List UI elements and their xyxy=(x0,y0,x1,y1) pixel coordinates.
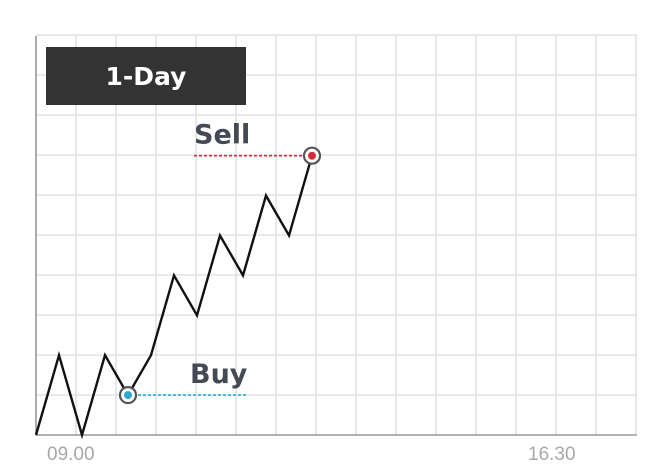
sell-marker-dot xyxy=(308,151,316,160)
buy-marker-dot xyxy=(124,391,132,400)
sell-label: Sell xyxy=(194,120,250,151)
period-badge: 1-Day xyxy=(46,47,246,105)
chart-annotations: Buy Sell xyxy=(118,120,322,405)
buy-label: Buy xyxy=(190,359,248,390)
x-tick-label-end: 16.30 xyxy=(528,444,576,465)
price-series-line xyxy=(34,155,314,440)
period-badge-background xyxy=(46,47,246,105)
x-tick-label-start: 09.00 xyxy=(47,444,95,465)
chart-axes xyxy=(35,36,637,436)
period-badge-label: 1-Day xyxy=(106,62,187,91)
chart-series xyxy=(34,155,314,440)
